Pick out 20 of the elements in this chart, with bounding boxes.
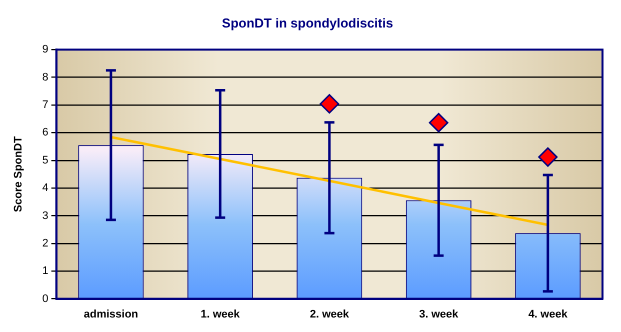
y-tick-label: 9	[42, 44, 48, 56]
x-tick-label: 4. week	[528, 308, 568, 320]
y-axis-title: Score SponDT	[12, 136, 25, 212]
y-tick-label: 6	[42, 126, 48, 139]
point	[428, 112, 448, 132]
y-tick-label: 3	[42, 210, 48, 222]
x-tick-label: admission	[84, 308, 138, 320]
x-tick-label: 2. week	[310, 308, 350, 320]
y-tick-label: 4	[42, 182, 48, 194]
chart-title: SponDT in spondylodiscitis	[222, 15, 394, 30]
x-tick-label: 3. week	[419, 308, 460, 320]
y-tick-label: 2	[42, 237, 48, 250]
y-tick-label: 7	[42, 99, 48, 112]
point	[538, 147, 558, 167]
point	[320, 94, 340, 114]
y-tick-label: 0	[42, 292, 48, 305]
y-tick-label: 1	[42, 265, 48, 278]
y-tick-label: 8	[42, 71, 48, 84]
x-tick-label: 1. week	[200, 308, 241, 320]
y-tick-label: 5	[42, 154, 48, 166]
